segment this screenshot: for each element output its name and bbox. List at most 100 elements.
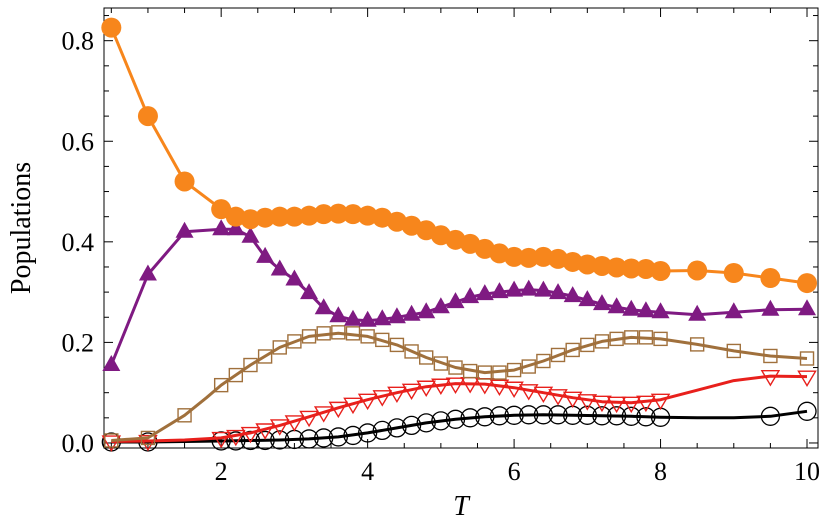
data-point [357,393,378,411]
data-point [177,408,192,423]
data-point [518,384,539,401]
data-point [653,331,668,347]
data-point [373,309,392,326]
data-point [606,396,627,414]
data-point [416,380,436,398]
data-point [357,205,378,226]
data-point [562,391,583,409]
data-point [577,405,597,425]
data-point [505,280,524,297]
data-point [445,409,466,429]
data-point [592,406,612,426]
data-point [331,325,346,340]
data-point [504,405,524,425]
data-point [226,431,246,451]
data-point [313,406,334,423]
data-point [342,204,363,225]
data-point [256,246,275,263]
data-point [624,330,639,345]
data-point [533,246,554,267]
data-point [255,423,275,440]
data-point [343,309,362,326]
data-point [300,283,319,300]
data-point [490,282,509,299]
data-point [594,334,610,349]
data-point [299,429,319,449]
data-point [636,407,656,427]
data-point [357,423,378,443]
data-point [506,362,522,378]
series-filled-triangle-up [102,219,817,372]
data-point [446,292,465,309]
y-tick-label: 0.8 [62,27,95,56]
data-point [375,332,390,348]
data-point [313,204,334,225]
data-point [240,209,261,230]
series-line [111,409,808,444]
data-point [621,396,642,414]
data-point [798,299,817,316]
data-point [174,171,195,192]
data-point [726,343,741,359]
data-point [241,226,260,243]
data-point [550,347,566,363]
data-point [534,280,553,297]
data-point [592,395,612,413]
data-point [580,337,595,353]
data-point [688,304,707,321]
data-point [299,410,319,428]
data-point [404,344,419,359]
data-point [138,264,157,281]
data-point [387,307,406,324]
data-point [548,405,568,425]
data-point [345,326,361,341]
data-point [638,330,654,345]
data-point [419,350,434,365]
data-point [270,430,290,450]
data-point [272,340,287,355]
data-point [417,302,436,319]
data-point [314,298,333,315]
data-point [761,299,780,316]
data-point [328,203,349,224]
data-point [269,206,290,227]
data-point [650,260,671,281]
data-point [577,394,598,411]
data-point [607,297,626,314]
data-point [285,269,304,286]
data-point [621,406,641,426]
data-point [314,428,334,448]
data-point [492,365,507,380]
data-point [137,106,158,127]
data-point [372,420,392,441]
data-point [724,302,743,319]
data-point [343,425,363,446]
data-point [577,254,598,275]
data-point [243,357,258,373]
x-tick-label: 10 [794,457,820,486]
series-layer [101,17,818,452]
data-point [270,259,289,276]
data-point [578,290,597,307]
data-point [316,326,331,341]
data-point [228,367,244,383]
y-tick-label: 0.4 [62,228,95,257]
x-tick-label: 2 [215,457,228,486]
data-point [287,334,302,349]
data-point [760,268,781,289]
x-tick-label: 4 [361,457,374,486]
data-point [175,221,194,238]
data-point [416,413,436,433]
data-point [518,247,539,268]
series-open-square [104,325,815,448]
data-point [462,363,478,379]
data-point [504,246,525,267]
data-point [565,342,580,358]
data-point [504,381,524,399]
data-point [519,279,538,296]
data-point [609,331,624,347]
data-point [226,219,245,236]
data-point [563,286,582,303]
data-point [211,431,231,449]
